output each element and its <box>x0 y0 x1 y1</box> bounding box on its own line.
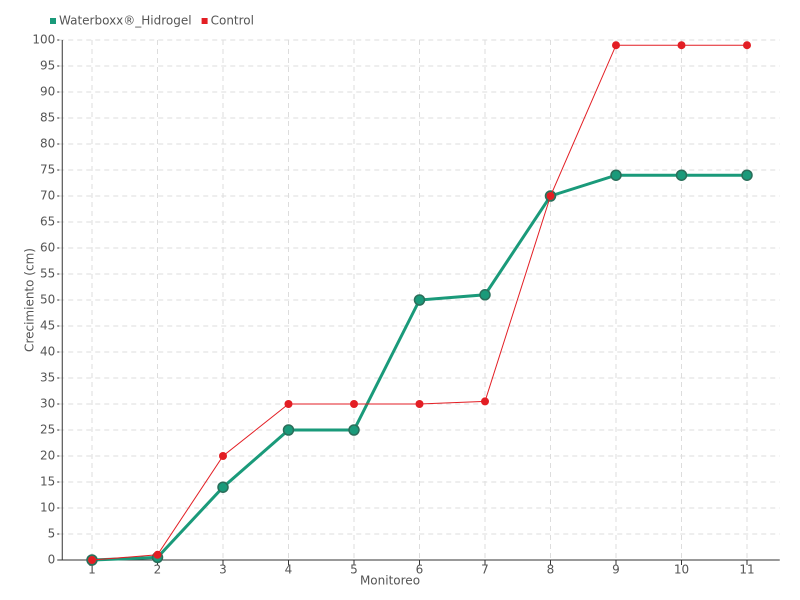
y-tick-label: 90 <box>40 85 55 99</box>
point <box>88 556 96 564</box>
y-tick-label: 60 <box>40 241 55 255</box>
x-tick-label: 5 <box>350 563 358 577</box>
y-axis-title: Crecimiento (cm) <box>23 248 37 352</box>
point <box>219 452 227 460</box>
legend-label: Control <box>211 14 254 28</box>
point <box>153 550 162 559</box>
y-tick-label: 95 <box>40 59 55 73</box>
x-tick-label: 2 <box>154 563 162 577</box>
x-tick-label: 9 <box>612 563 620 577</box>
x-axis-title: Monitoreo <box>360 574 420 588</box>
y-tick-label: 50 <box>40 293 55 307</box>
x-tick-label: 8 <box>547 563 555 577</box>
y-tick-label: 100 <box>32 33 55 47</box>
x-tick-label: 10 <box>674 563 689 577</box>
y-tick-label: 0 <box>48 553 56 567</box>
point <box>217 481 229 493</box>
x-tick-label: 4 <box>285 563 293 577</box>
x-tick-label: 3 <box>219 563 227 577</box>
y-tick-label: 85 <box>40 111 55 125</box>
point <box>415 400 424 408</box>
point <box>677 41 686 50</box>
point <box>481 397 489 406</box>
y-tick-label: 35 <box>40 371 55 385</box>
y-tick-label: 20 <box>40 449 55 463</box>
point <box>610 169 622 181</box>
point <box>282 424 295 436</box>
legend-swatch <box>201 18 208 24</box>
point <box>284 400 293 408</box>
y-tick-label: 55 <box>40 267 55 281</box>
point <box>350 400 358 408</box>
x-tick-label: 1 <box>88 563 96 577</box>
y-tick-label: 30 <box>40 397 55 411</box>
point <box>413 294 426 306</box>
point <box>612 41 620 50</box>
y-tick-label: 40 <box>40 345 55 359</box>
legend-label: Waterboxx®_Hidrogel <box>59 14 192 28</box>
y-tick-label: 25 <box>40 423 55 437</box>
point <box>743 41 751 50</box>
y-tick-label: 10 <box>40 501 55 515</box>
point <box>675 169 688 181</box>
point <box>741 169 753 181</box>
point <box>348 424 360 436</box>
x-tick-label: 7 <box>481 563 489 577</box>
y-tick-label: 75 <box>40 163 55 177</box>
point <box>479 289 491 301</box>
y-tick-label: 45 <box>40 319 55 333</box>
x-tick-label: 11 <box>739 563 754 577</box>
y-tick-label: 70 <box>40 189 55 203</box>
point <box>546 192 555 200</box>
legend-swatch <box>50 18 56 24</box>
y-tick-label: 80 <box>40 137 55 151</box>
y-tick-label: 5 <box>48 527 56 541</box>
x-tick-label: 6 <box>416 563 424 577</box>
y-tick-label: 15 <box>40 475 55 489</box>
y-tick-label: 65 <box>40 215 55 229</box>
